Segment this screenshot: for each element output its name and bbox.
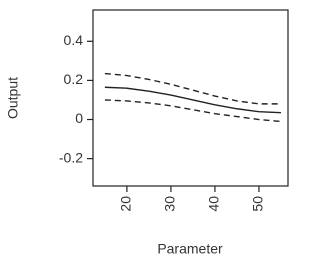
y-tick-label: 0 bbox=[75, 110, 83, 126]
y-tick-label: 0.2 bbox=[64, 71, 84, 87]
plot-frame bbox=[92, 9, 289, 187]
y-tick-label: 0.4 bbox=[64, 32, 84, 48]
y-axis-label: Output bbox=[5, 77, 21, 119]
series-line bbox=[104, 86, 281, 114]
x-tick-label: 30 bbox=[162, 196, 178, 212]
x-tick-label: 40 bbox=[206, 196, 222, 212]
x-axis-label: Parameter bbox=[157, 241, 223, 257]
y-tick-label: -0.2 bbox=[59, 149, 83, 165]
chart: Parameter Output -0.2 0 0.2 0.4 20 30 40 50 bbox=[5, 9, 289, 257]
x-tick-label: 50 bbox=[250, 196, 266, 212]
x-tick-label: 20 bbox=[118, 196, 134, 212]
